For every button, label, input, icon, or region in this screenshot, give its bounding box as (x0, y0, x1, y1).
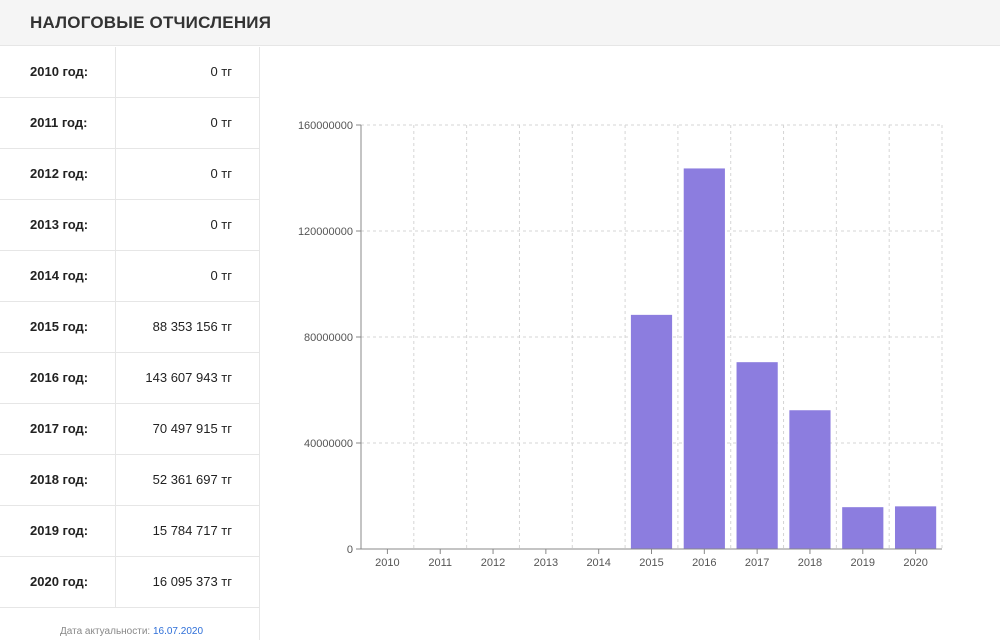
x-tick-label: 2012 (481, 557, 505, 569)
x-tick-label: 2017 (745, 557, 769, 569)
year-label: 2018 год: (0, 455, 116, 505)
x-tick-label: 2019 (851, 557, 875, 569)
year-label: 2013 год: (0, 200, 116, 250)
data-date-label: Дата актуальности: (60, 626, 151, 637)
x-tick-label: 2011 (428, 557, 452, 569)
tax-bar-chart: 0 40000000 80000000 120000000 160000000 2010 2… (298, 120, 943, 569)
tax-value: 52 361 697 тг (152, 472, 232, 487)
year-label: 2014 год: (0, 251, 116, 301)
y-tick-label: 40000000 (304, 438, 353, 450)
table-row: 2014 год: 0 тг (0, 251, 259, 302)
year-label: 2019 год: (0, 506, 116, 556)
bar-2020 (894, 506, 937, 549)
y-tick-label: 0 (347, 544, 353, 556)
year-label: 2010 год: (0, 47, 116, 97)
y-tick-label: 80000000 (304, 332, 353, 344)
year-label: 2017 год: (0, 404, 116, 454)
table-row: 2013 год: 0 тг (0, 200, 259, 251)
year-label: 2012 год: (0, 149, 116, 199)
year-label: 2016 год: (0, 353, 116, 403)
table-row: 2016 год: 143 607 943 тг (0, 353, 259, 404)
table-row: 2020 год: 16 095 373 тг (0, 557, 259, 608)
section-header: НАЛОГОВЫЕ ОТЧИСЛЕНИЯ (0, 0, 1000, 46)
bar-2015 (630, 314, 673, 549)
section-title: НАЛОГОВЫЕ ОТЧИСЛЕНИЯ (30, 13, 272, 32)
tax-value: 0 тг (210, 166, 232, 181)
tax-value: 0 тг (210, 268, 232, 283)
tax-chart: 0 40000000 80000000 120000000 160000000 2010 2… (270, 100, 970, 580)
tax-value: 70 497 915 тг (152, 421, 232, 436)
x-tick-label: 2014 (586, 557, 610, 569)
year-label: 2020 год: (0, 557, 116, 607)
tax-value: 88 353 156 тг (152, 319, 232, 334)
table-row: 2012 год: 0 тг (0, 149, 259, 200)
data-date-value: 16.07.2020 (152, 626, 204, 637)
x-tick-label: 2018 (798, 557, 822, 569)
y-tick-label: 120000000 (298, 226, 353, 238)
tax-value: 0 тг (210, 115, 232, 130)
y-tick-label: 160000000 (298, 120, 353, 132)
tax-value: 0 тг (210, 217, 232, 232)
table-row: 2017 год: 70 497 915 тг (0, 404, 259, 455)
year-label: 2015 год: (0, 302, 116, 352)
x-tick-label: 2016 (692, 557, 716, 569)
tax-value: 0 тг (210, 64, 232, 79)
bar-2016 (683, 168, 725, 549)
tax-value: 143 607 943 тг (145, 370, 232, 385)
table-row: 2015 год: 88 353 156 тг (0, 302, 259, 353)
table-row: 2010 год: 0 тг (0, 47, 259, 98)
tax-value: 15 784 717 тг (152, 523, 232, 538)
x-tick-label: 2015 (639, 557, 663, 569)
table-row: 2019 год: 15 784 717 тг (0, 506, 259, 557)
tax-value: 16 095 373 тг (152, 574, 232, 589)
tax-table: 2010 год: 0 тг 2011 год: 0 тг 2012 год: … (0, 47, 260, 640)
bar-2018 (789, 410, 831, 549)
table-row: 2011 год: 0 тг (0, 98, 259, 149)
x-tick-label: 2010 (375, 557, 399, 569)
x-tick-label: 2020 (903, 557, 927, 569)
bar-2017 (736, 362, 778, 549)
bar-2019 (842, 507, 884, 549)
x-tick-label: 2013 (534, 557, 558, 569)
year-label: 2011 год: (0, 98, 116, 148)
data-date-note: Дата актуальности: 16.07.2020 (60, 626, 203, 637)
table-row: 2018 год: 52 361 697 тг (0, 455, 259, 506)
